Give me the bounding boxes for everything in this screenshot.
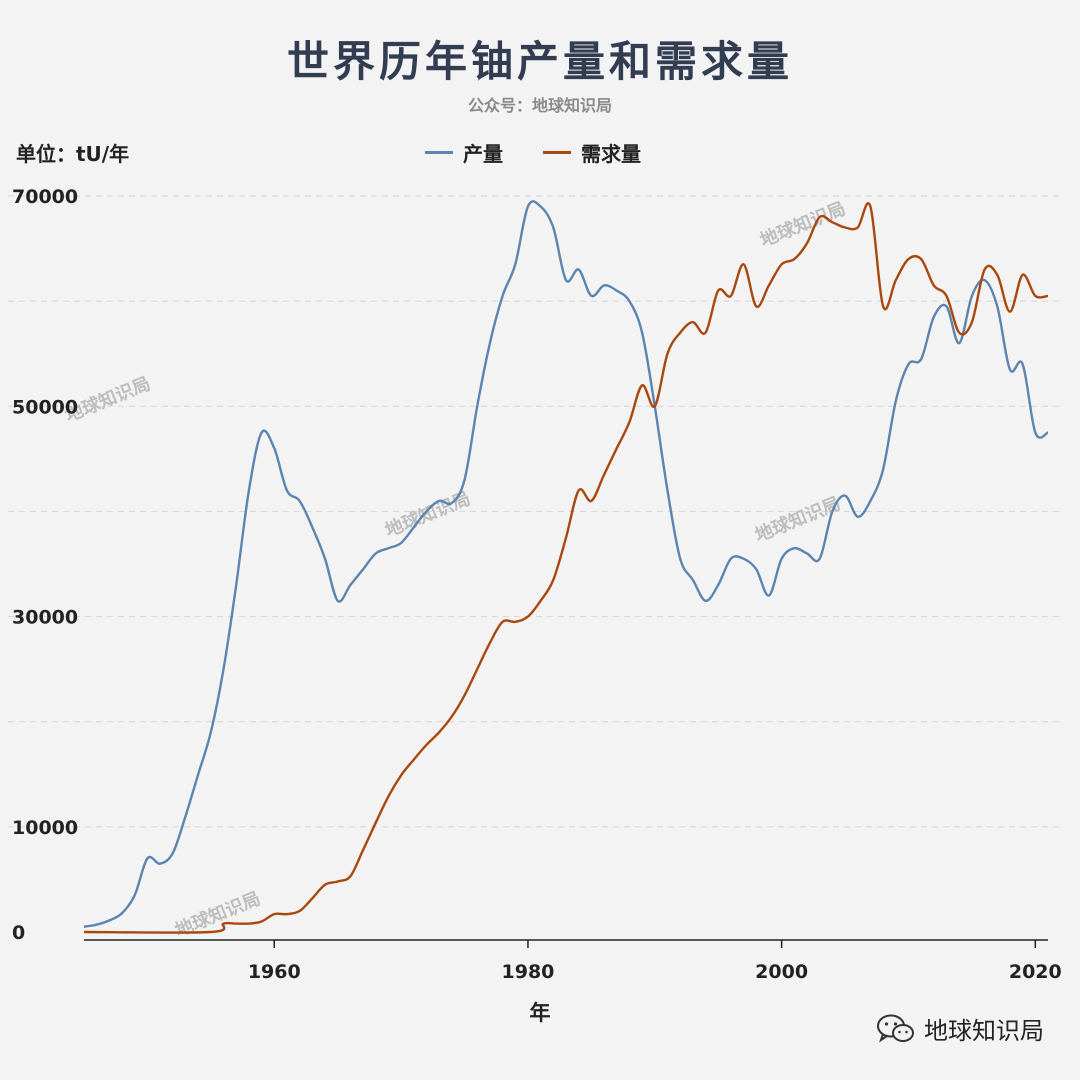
tick-layer: 0 10000 30000 50000 70000 1960 1980 2000 2020 <box>12 186 1062 983</box>
x-tick-label: 2000 <box>755 961 808 983</box>
legend-swatch-demand <box>543 151 571 154</box>
x-tick-label: 2020 <box>1009 961 1062 983</box>
legend-label-production: 产量 <box>463 142 503 166</box>
x-tick-label: 1960 <box>248 961 301 983</box>
legend: 产量 需求量 <box>425 138 641 167</box>
series-line-demand[interactable] <box>83 202 1049 934</box>
y-tick-label: 70000 <box>12 186 78 208</box>
series-layer <box>83 200 1049 934</box>
legend-item-production[interactable]: 产量 <box>425 138 503 167</box>
y-tick-label: 30000 <box>12 607 78 629</box>
footer-brand-label: 地球知识局 <box>924 1017 1044 1045</box>
series-line-production[interactable] <box>83 200 1049 928</box>
x-axis-label: 年 <box>530 1001 551 1025</box>
legend-item-demand[interactable]: 需求量 <box>543 138 641 167</box>
chart-title: 世界历年铀产量和需求量 <box>286 37 793 86</box>
legend-label-demand: 需求量 <box>581 142 641 166</box>
wechat-icon <box>877 1014 914 1042</box>
y-axis-unit-label: 单位：tU/年 <box>16 142 130 166</box>
y-tick-label: 50000 <box>12 396 78 418</box>
legend-swatch-production <box>425 151 453 154</box>
x-tick-label: 1980 <box>502 961 555 983</box>
chart-subtitle: 公众号：地球知识局 <box>467 96 612 115</box>
footer-brand: 地球知识局 <box>876 1011 1044 1046</box>
y-tick-label: 10000 <box>12 817 78 839</box>
grid-layer <box>8 195 1060 941</box>
y-tick-label: 0 <box>12 922 25 944</box>
